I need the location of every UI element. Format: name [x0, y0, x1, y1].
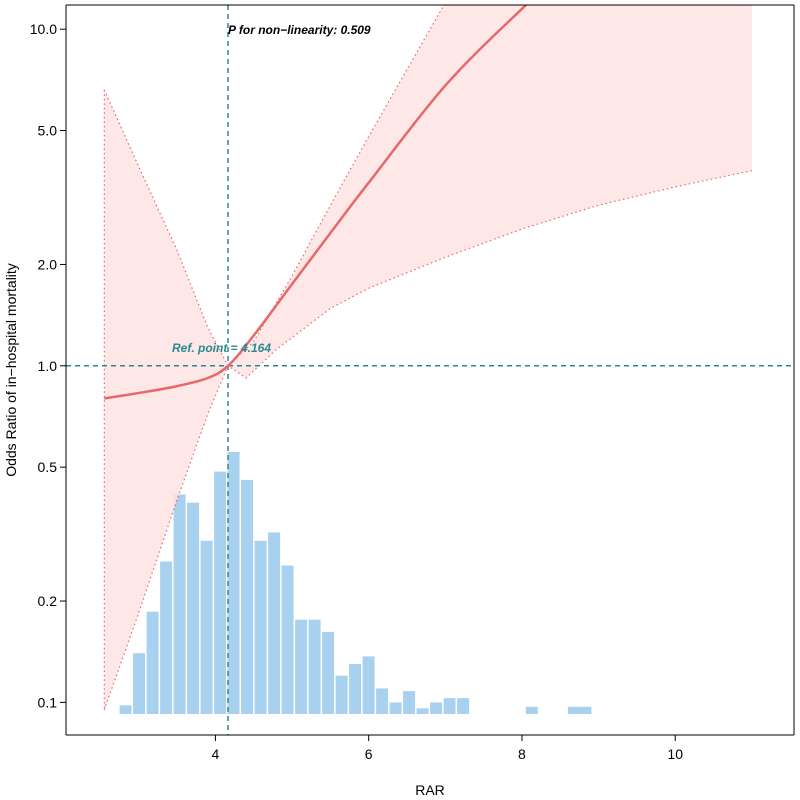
histogram-bar	[227, 451, 240, 714]
y-tick-label: 5.0	[38, 123, 58, 139]
x-tick-label: 8	[518, 746, 526, 762]
histogram-bar	[200, 540, 213, 714]
ci-upper-line	[103, 5, 445, 367]
reference-lines	[66, 5, 794, 735]
odds-ratio-line	[104, 5, 528, 400]
y-tick-label: 0.1	[38, 694, 58, 710]
y-axis-title: Odds Ratio of in−hospital mortality	[3, 263, 19, 477]
x-tick-label: 6	[365, 746, 373, 762]
histogram-bar	[254, 540, 267, 714]
histogram-bar	[389, 702, 402, 714]
histogram-bar	[457, 698, 470, 714]
histogram-bar	[133, 653, 146, 714]
histogram-bar	[567, 706, 580, 714]
histogram-bar	[281, 565, 294, 714]
histogram-bar	[443, 698, 456, 714]
y-tick-label: 10.0	[30, 21, 57, 37]
histogram-bar	[308, 619, 321, 714]
histogram-bar	[376, 688, 389, 714]
histogram	[119, 451, 592, 714]
confidence-band	[103, 5, 753, 711]
y-tick-label: 0.5	[38, 459, 58, 475]
odds-ratio-curve	[104, 5, 528, 400]
ci-band-area	[104, 5, 752, 710]
y-tick-label: 2.0	[38, 256, 58, 272]
histogram-bar	[160, 561, 173, 714]
axes: 0.1 0.2 0.5 1.0 2.0 5.0 10.0 4 6 8 10	[30, 4, 795, 762]
x-tick-label: 10	[667, 746, 683, 762]
histogram-bar	[119, 705, 132, 714]
histogram-bar	[214, 471, 227, 714]
histogram-bar	[430, 702, 443, 714]
x-axis-title: RAR	[415, 782, 445, 798]
histogram-bar	[173, 494, 186, 714]
histogram-bar	[525, 706, 538, 714]
histogram-bar	[362, 656, 375, 714]
histogram-bar	[241, 479, 254, 714]
x-tick-label: 4	[212, 746, 220, 762]
labels: P for non−linearity: 0.509 Ref. point = …	[3, 23, 445, 798]
histogram-bar	[187, 502, 200, 714]
p-nonlinearity-annotation: P for non−linearity: 0.509	[228, 23, 371, 37]
ref-point-annotation: Ref. point = 4.164	[172, 341, 271, 355]
y-tick-label: 0.2	[38, 593, 58, 609]
histogram-bar	[416, 708, 429, 714]
histogram-bar	[349, 664, 362, 714]
histogram-bar	[322, 631, 335, 714]
histogram-bar	[403, 691, 416, 714]
histogram-bar	[335, 675, 348, 714]
histogram-bar	[579, 706, 592, 714]
y-tick-label: 1.0	[38, 358, 58, 374]
histogram-bar	[268, 532, 281, 714]
histogram-bar	[295, 619, 308, 714]
histogram-bar	[146, 611, 159, 714]
